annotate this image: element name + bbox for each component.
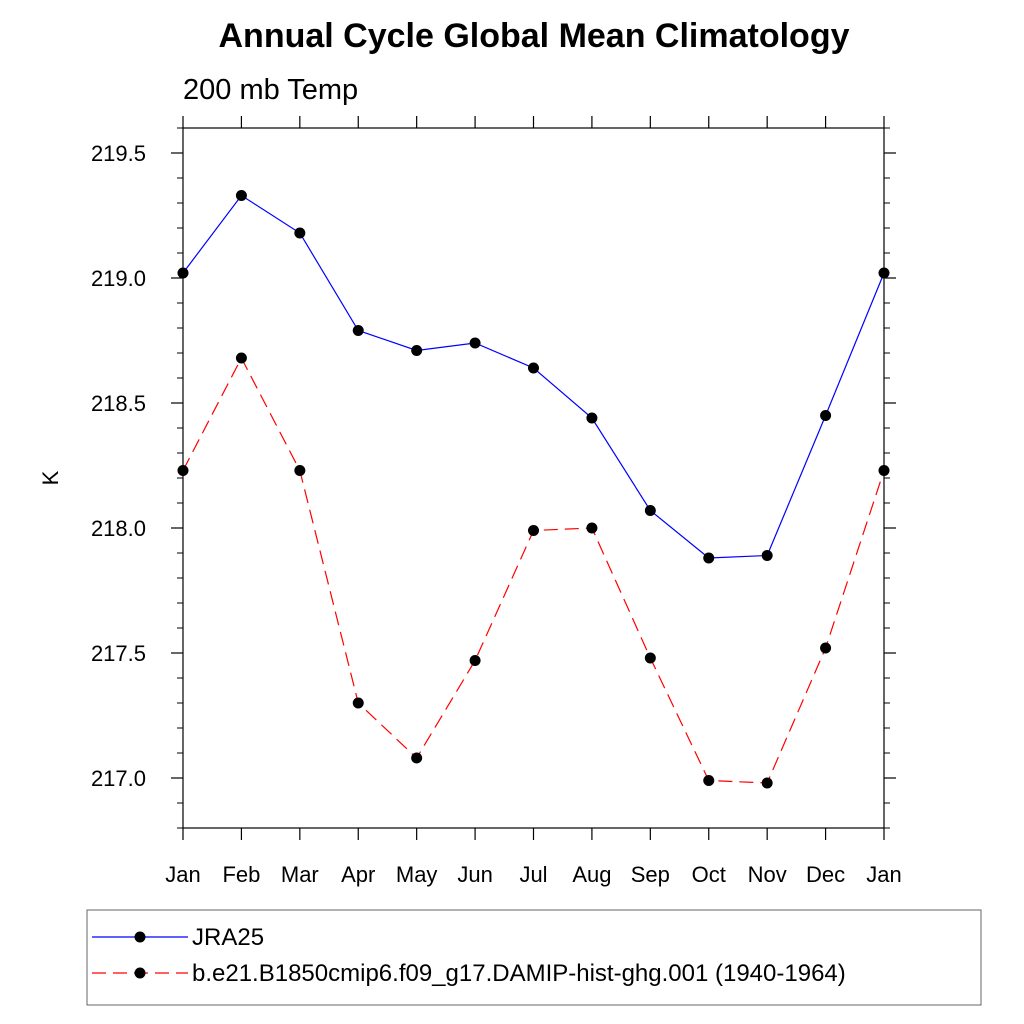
legend-box [86,909,982,1006]
series-1-point [703,552,715,564]
series-1-point [235,190,247,201]
series-2-point [703,775,715,786]
series-2-point [644,652,656,664]
legend: JRA25 b.e21.B1850cmip6.f09_g17.DAMIP-hist… [86,909,982,1006]
x-tick-label: Jul [519,862,547,887]
x-tick-label: Jun [457,862,492,887]
series-1-point [294,227,306,239]
chart-title: Annual Cycle Global Mean Climatology [219,17,850,55]
legend-label-1: JRA25 [192,924,264,951]
series-layer [177,190,890,789]
x-tick-label: Feb [222,862,260,887]
legend-label-2: b.e21.B1850cmip6.f09_g17.DAMIP-hist-ghg.… [192,960,846,987]
series-1-point [820,410,832,421]
plot-frame [182,127,885,829]
series-2-point [294,465,306,476]
series-2-point [761,777,773,789]
series-2-point [352,697,364,709]
series-1-point [528,362,539,374]
series-2-point [528,525,539,536]
series-1-point [761,550,773,561]
legend-marker-2 [134,967,146,979]
series-1-point [586,412,598,424]
x-tick-label: Aug [572,862,611,887]
x-tick-label: Apr [341,862,375,887]
series-2-point [586,522,598,534]
x-tick-label: Mar [281,862,319,887]
x-tick-label: Jan [165,862,200,887]
series-1-point [352,325,364,336]
series-1-point [411,345,423,356]
series-1-point [177,267,189,279]
x-tick-label: May [396,862,438,887]
y-tick-label: 219.0 [91,266,146,291]
series-line-2 [182,356,885,784]
chart-subtitle: 200 mb Temp [183,74,358,106]
axis-ticks: Jan Feb Mar Apr May Jun Jul Aug Sep Oct Nov Dec Jan 2… [91,116,902,887]
series-2-point [820,642,832,654]
series-2-point [878,465,890,476]
y-tick-label: 217.5 [91,641,146,666]
y-tick-label: 219.5 [91,141,146,166]
x-tick-label: Sep [631,862,670,887]
x-tick-label: Dec [806,862,845,887]
y-tick-label: 217.0 [91,766,146,791]
y-tick-label: 218.5 [91,391,146,416]
y-axis-label: K [38,470,63,485]
x-tick-label: Nov [748,862,787,887]
legend-marker-1 [134,931,146,943]
series-1-point [469,337,481,349]
series-2-point [411,752,423,764]
series-2-point [235,352,247,364]
series-1-point [878,267,890,279]
series-2-point [177,465,189,476]
y-tick-label: 218.0 [91,516,146,541]
series-line-1 [182,194,885,559]
series-2-point [469,655,481,666]
x-tick-label: Oct [692,862,726,887]
series-1-point [644,505,656,516]
x-tick-label: Jan [866,862,901,887]
